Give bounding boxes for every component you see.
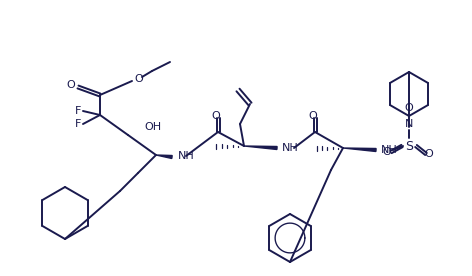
Text: NH: NH	[282, 143, 299, 153]
Text: O: O	[425, 149, 433, 159]
Text: O: O	[135, 74, 143, 84]
Text: NH: NH	[381, 145, 398, 155]
Text: F: F	[75, 106, 81, 116]
Text: NH: NH	[178, 151, 195, 161]
Text: O: O	[67, 80, 76, 90]
Text: O: O	[309, 111, 317, 121]
Text: F: F	[75, 119, 81, 129]
Text: OH: OH	[144, 122, 161, 132]
Text: O: O	[211, 111, 220, 121]
Text: O: O	[405, 103, 413, 113]
Text: S: S	[405, 139, 413, 153]
Text: N: N	[405, 119, 413, 129]
Text: O: O	[383, 147, 391, 157]
Polygon shape	[343, 148, 376, 152]
Polygon shape	[244, 146, 277, 150]
Polygon shape	[156, 155, 172, 158]
